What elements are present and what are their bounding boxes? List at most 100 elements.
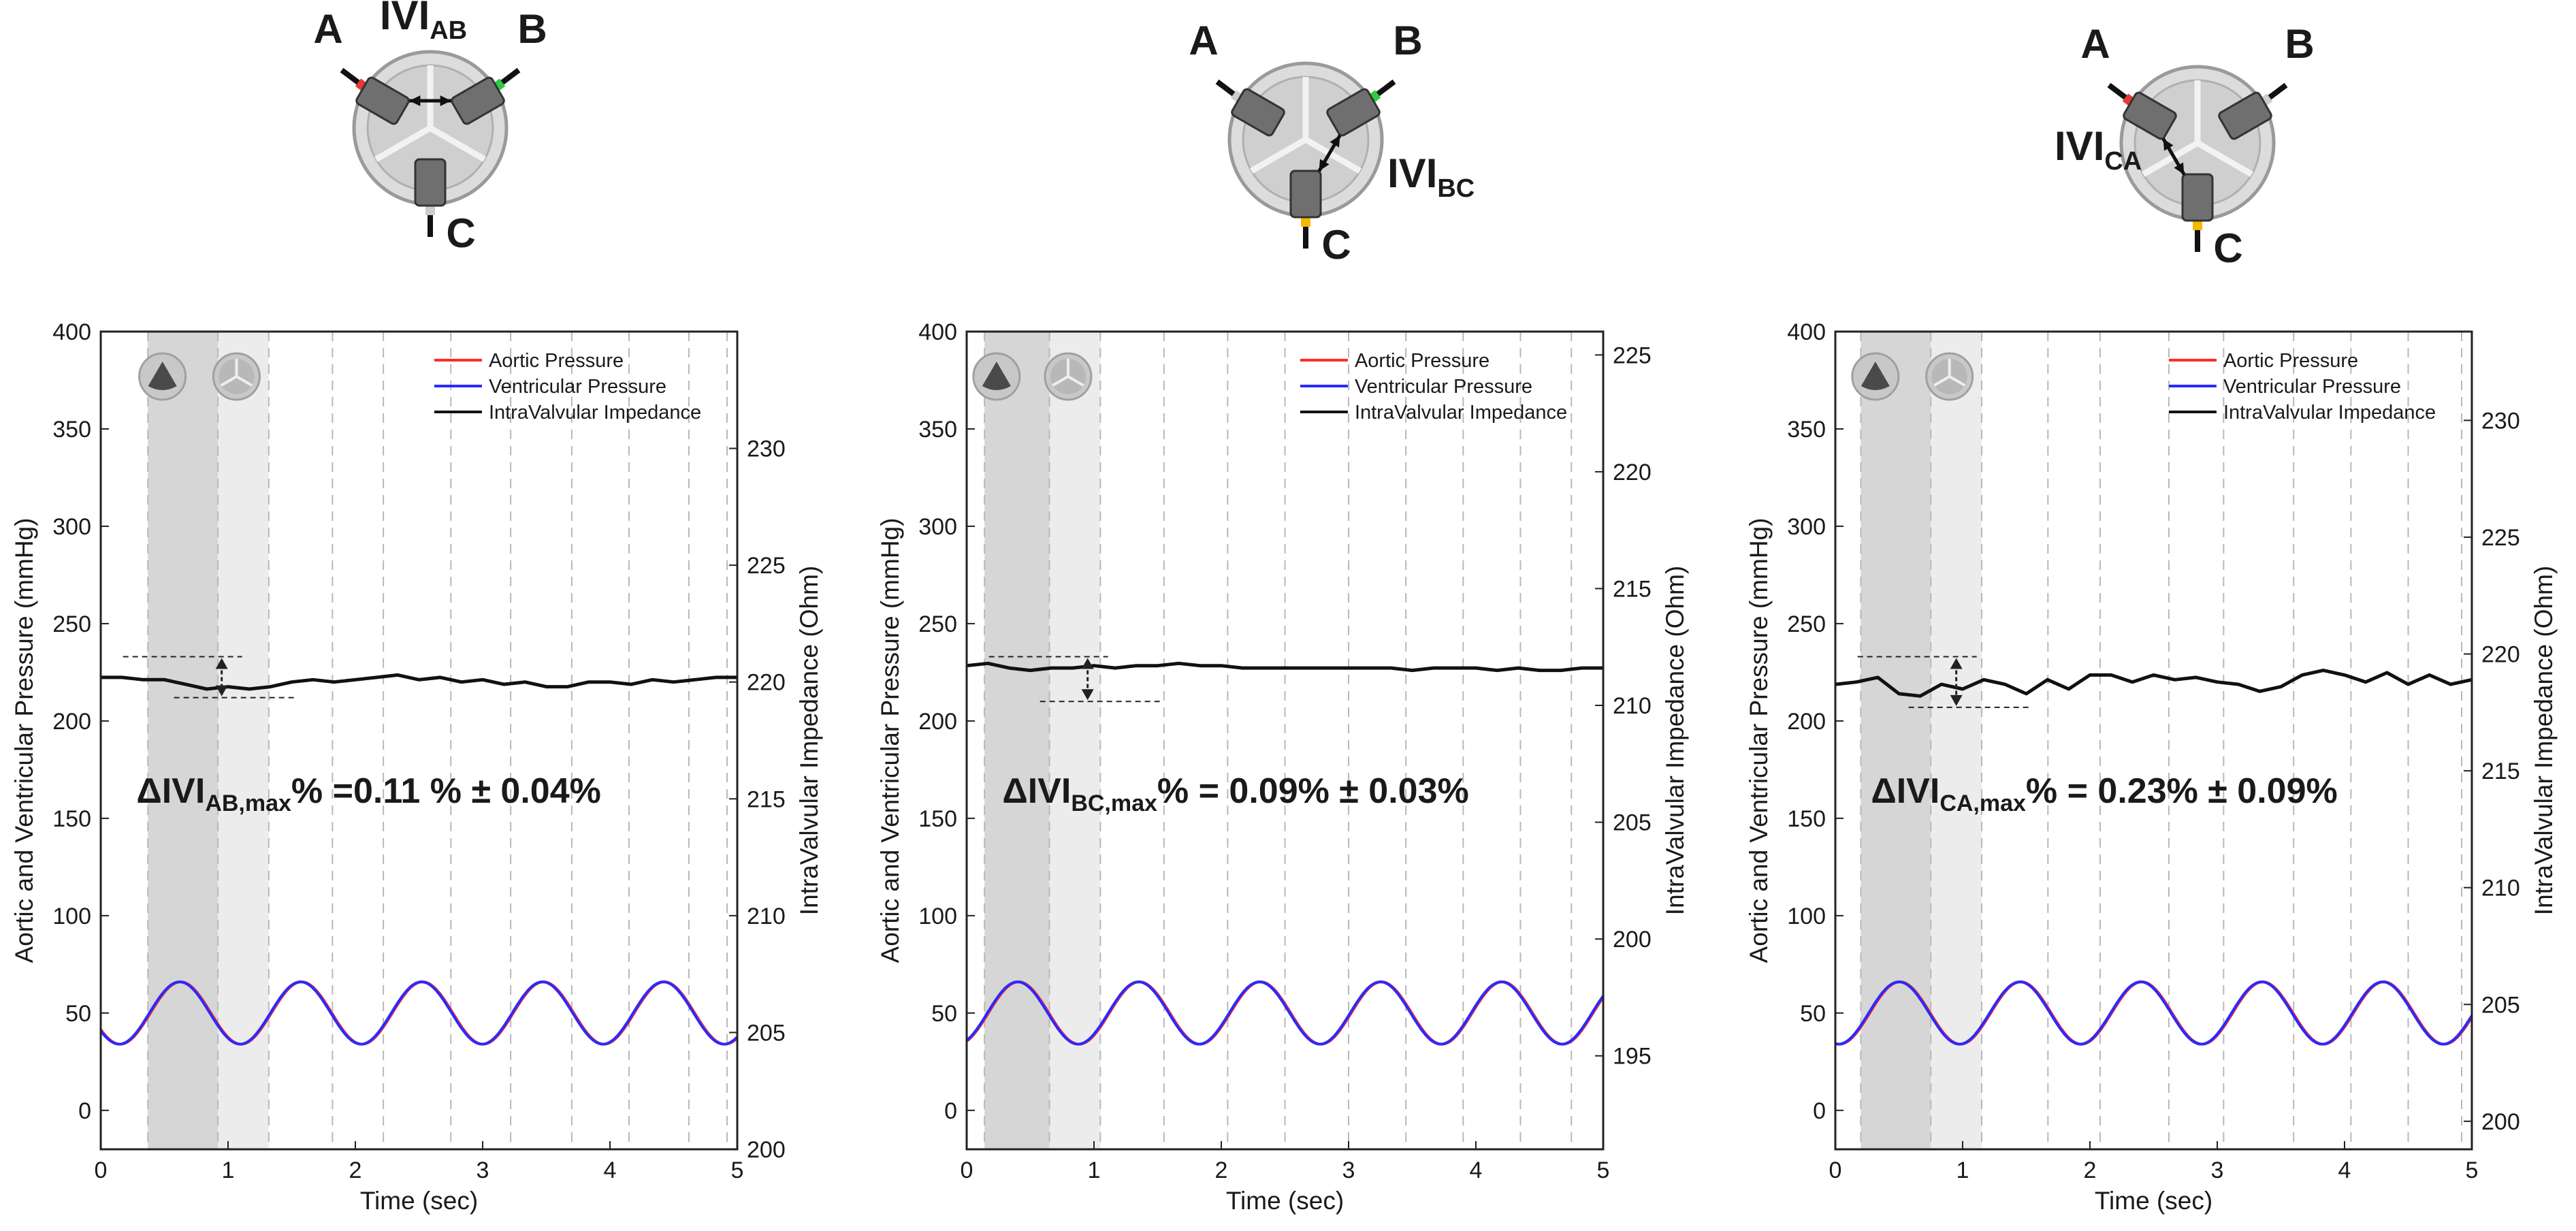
electrode-a: [1231, 88, 1285, 137]
plot-frame: [1834, 330, 2473, 1151]
chart-svg: A B C IVICA ΔIVICA,max% = 0.23% ± 0.09% Aorti…: [1745, 21, 2558, 1215]
y-tick-label-left: 250: [918, 611, 957, 637]
y-tick-label-left: 0: [1813, 1098, 1826, 1124]
electrode-label-a: A: [2080, 21, 2110, 67]
y-axis-label-right: IntraValvular Impedance (Ohm): [2530, 566, 2558, 915]
plot-frame: [99, 330, 739, 1151]
y-tick-label-left: 150: [918, 806, 957, 832]
shaded-region-dark: [148, 332, 219, 1149]
y-tick-label-right: 230: [2481, 408, 2520, 434]
y-tick-label-right: 225: [1613, 342, 1652, 368]
valve-closed-icon: [1851, 352, 1900, 401]
y-tick-label-right: 215: [747, 786, 786, 812]
y-tick-label-right: 200: [747, 1137, 786, 1163]
x-tick-label: 2: [2084, 1157, 2097, 1183]
ivi-label: IVIBC: [1387, 150, 1475, 203]
arrowhead: [1319, 159, 1330, 172]
y-tick-label-left: 100: [52, 904, 91, 929]
arrowhead: [440, 95, 451, 106]
x-tick-label: 1: [222, 1157, 235, 1183]
impedance-line: [1835, 669, 2473, 698]
valve-open-icon: [1925, 352, 1974, 401]
arrowhead: [1330, 135, 1340, 148]
x-tick-label: 3: [2211, 1157, 2224, 1183]
electrode-c: [2181, 173, 2214, 222]
chart-panel-ab: A B C IVIAB ΔIVIAB,max% =0.11 % ± 0.04% Aorti…: [0, 0, 841, 1231]
y-tick-label-right: 210: [2481, 876, 2520, 901]
arrowhead: [1081, 658, 1094, 669]
electrode-label-c: C: [1321, 222, 1351, 268]
y-tick-label-left: 50: [1800, 1001, 1826, 1027]
x-tick-label: 4: [1470, 1157, 1483, 1183]
x-tick-label: 3: [477, 1157, 489, 1183]
legend: Aortic Pressure Ventricular Pressure Intra…: [1300, 350, 1567, 423]
x-tick-label: 0: [1829, 1157, 1842, 1183]
legend: Aortic Pressure Ventricular Pressure Intra…: [2168, 350, 2436, 423]
leaflet-coaptation-line: [1304, 137, 1362, 174]
y-tick-label-right: 225: [2481, 525, 2520, 551]
delta-ivi-annotation: ΔIVICA,max% = 0.23% ± 0.09%: [1871, 771, 2337, 816]
leaflet-coaptation-line: [374, 125, 432, 162]
y-tick-label-left: 100: [1787, 904, 1826, 929]
arrowhead: [2163, 138, 2174, 151]
y-axis-label-left: Aortic and Ventricular Pressure (mmHg): [876, 518, 904, 963]
valve-diagram: A B C IVICA: [2055, 21, 2315, 271]
valve-diagram: A B C IVIBC: [1189, 18, 1475, 268]
arrowhead: [1950, 694, 1963, 706]
delta-ivi-annotation: ΔIVIBC,max% = 0.09% ± 0.03%: [1002, 771, 1468, 816]
electrode-label-a: A: [313, 6, 342, 52]
y-tick-label-left: 300: [1787, 514, 1826, 540]
y-tick-label-left: 400: [1787, 319, 1826, 345]
y-tick-label-left: 0: [78, 1098, 91, 1124]
y-tick-label-right: 205: [1613, 810, 1652, 836]
y-tick-label-left: 350: [52, 417, 91, 443]
y-tick-label-left: 200: [918, 709, 957, 735]
chart-svg: A B C IVIAB ΔIVIAB,max% =0.11 % ± 0.04% Aorti…: [10, 0, 823, 1215]
x-axis-label: Time (sec): [1226, 1187, 1344, 1215]
shaded-region-dark: [1861, 332, 1931, 1149]
impedance-line: [966, 661, 1603, 673]
shaded-region-light: [218, 332, 269, 1149]
x-tick-label: 5: [1597, 1157, 1610, 1183]
x-tick-label: 3: [1342, 1157, 1355, 1183]
legend: Aortic Pressure Ventricular Pressure Intra…: [434, 350, 701, 423]
y-tick-label-right: 215: [1613, 576, 1652, 602]
electrode-label-b: B: [517, 6, 547, 52]
shaded-region-light: [1931, 332, 1982, 1149]
y-tick-label-left: 50: [65, 1001, 91, 1027]
electrode-b: [1326, 88, 1381, 137]
electrode-a: [355, 76, 410, 125]
x-tick-label: 1: [1957, 1157, 1969, 1183]
electrode-label-a: A: [1189, 18, 1218, 63]
shaded-region-light: [1049, 332, 1101, 1149]
y-tick-label-left: 50: [931, 1001, 957, 1027]
y-tick-label-right: 200: [2481, 1109, 2520, 1135]
x-tick-label: 5: [731, 1157, 744, 1183]
y-tick-label-left: 200: [52, 709, 91, 735]
y-tick-label-left: 350: [1787, 417, 1826, 443]
ventricular-pressure-line: [99, 980, 739, 1046]
impedance-line: [101, 673, 737, 691]
x-tick-label: 2: [349, 1157, 362, 1183]
y-tick-label-right: 200: [1613, 927, 1652, 953]
y-tick-label-left: 300: [918, 514, 957, 540]
legend-entry: Ventricular Pressure: [1355, 376, 1532, 398]
y-tick-label-left: 100: [918, 904, 957, 929]
y-axis-label-left: Aortic and Ventricular Pressure (mmHg): [1745, 518, 1773, 963]
legend-entry: Aortic Pressure: [2223, 350, 2358, 372]
valve-diagram: A B C IVIAB: [313, 0, 547, 256]
y-tick-label-right: 230: [747, 436, 786, 462]
leaflet-coaptation-line: [428, 125, 486, 162]
y-tick-label-left: 0: [944, 1098, 957, 1124]
chart-svg: A B C IVIBC ΔIVIBC,max% = 0.09% ± 0.03% Aorti…: [876, 18, 1689, 1215]
y-tick-label-right: 215: [2481, 758, 2520, 784]
y-tick-label-right: 205: [747, 1020, 786, 1046]
x-tick-label: 4: [2338, 1157, 2351, 1183]
ventricular-pressure-line: [965, 980, 1605, 1046]
ivi-label: IVICA: [2055, 123, 2142, 176]
legend-entry: Ventricular Pressure: [489, 376, 666, 398]
x-tick-label: 0: [95, 1157, 108, 1183]
electrode-a: [2123, 91, 2177, 140]
plot-frame: [965, 330, 1605, 1151]
electrode-b: [451, 76, 505, 125]
